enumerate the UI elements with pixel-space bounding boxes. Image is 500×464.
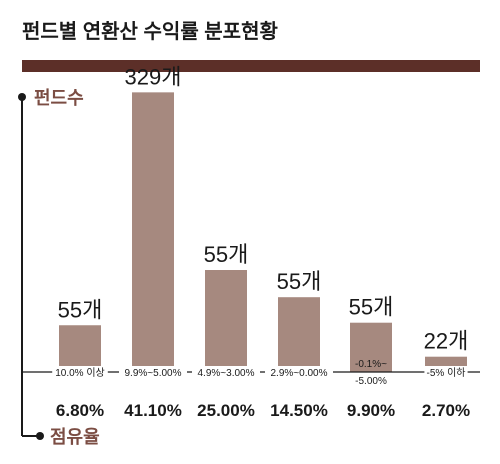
bar bbox=[132, 92, 174, 372]
bars-group bbox=[59, 92, 467, 372]
share-value: 6.80% bbox=[56, 401, 104, 420]
share-value: 2.70% bbox=[422, 401, 470, 420]
bar bbox=[59, 325, 101, 372]
bar bbox=[278, 297, 320, 372]
bar-value-label: 22개 bbox=[424, 329, 469, 354]
category-label: 9.9%~5.00% bbox=[125, 368, 182, 379]
chart-title: 펀드별 연환산 수익률 분포현황 bbox=[22, 20, 278, 43]
category-label: -5% 이하 bbox=[427, 366, 466, 379]
share-row-label: 점유율 bbox=[50, 427, 100, 447]
share-value: 41.10% bbox=[124, 401, 182, 420]
bar-value-label: 55개 bbox=[204, 242, 249, 267]
share-value: 9.90% bbox=[347, 401, 395, 420]
share-value: 14.50% bbox=[270, 401, 328, 420]
category-label: -0.1%~ bbox=[355, 359, 387, 370]
category-label: 4.9%~3.00% bbox=[198, 368, 255, 379]
bar-value-label: 329개 bbox=[125, 64, 182, 89]
bar-value-label: 55개 bbox=[58, 297, 103, 322]
category-label: -5.00% bbox=[355, 376, 387, 387]
category-label-bg bbox=[265, 366, 333, 378]
category-label: 2.9%~0.00% bbox=[271, 368, 328, 379]
y-axis-top-dot bbox=[18, 93, 26, 101]
labels-group: 55개 10.0% 이상 6.80% 329개 9.9%~5.00% 41.10% 55개 4… bbox=[52, 64, 470, 420]
category-label: 10.0% 이상 bbox=[55, 367, 105, 379]
y-axis-label: 펀드수 bbox=[34, 88, 84, 108]
bar-value-label: 55개 bbox=[277, 269, 322, 294]
category-label-bg bbox=[192, 366, 260, 378]
bar bbox=[350, 322, 392, 372]
bar bbox=[205, 270, 247, 372]
title-rule bbox=[22, 60, 480, 72]
category-label-bg bbox=[119, 366, 187, 378]
share-value: 25.00% bbox=[197, 401, 255, 420]
category-label-bg bbox=[52, 366, 108, 378]
category-label-bg bbox=[424, 366, 468, 378]
bar-value-label: 55개 bbox=[349, 295, 394, 320]
